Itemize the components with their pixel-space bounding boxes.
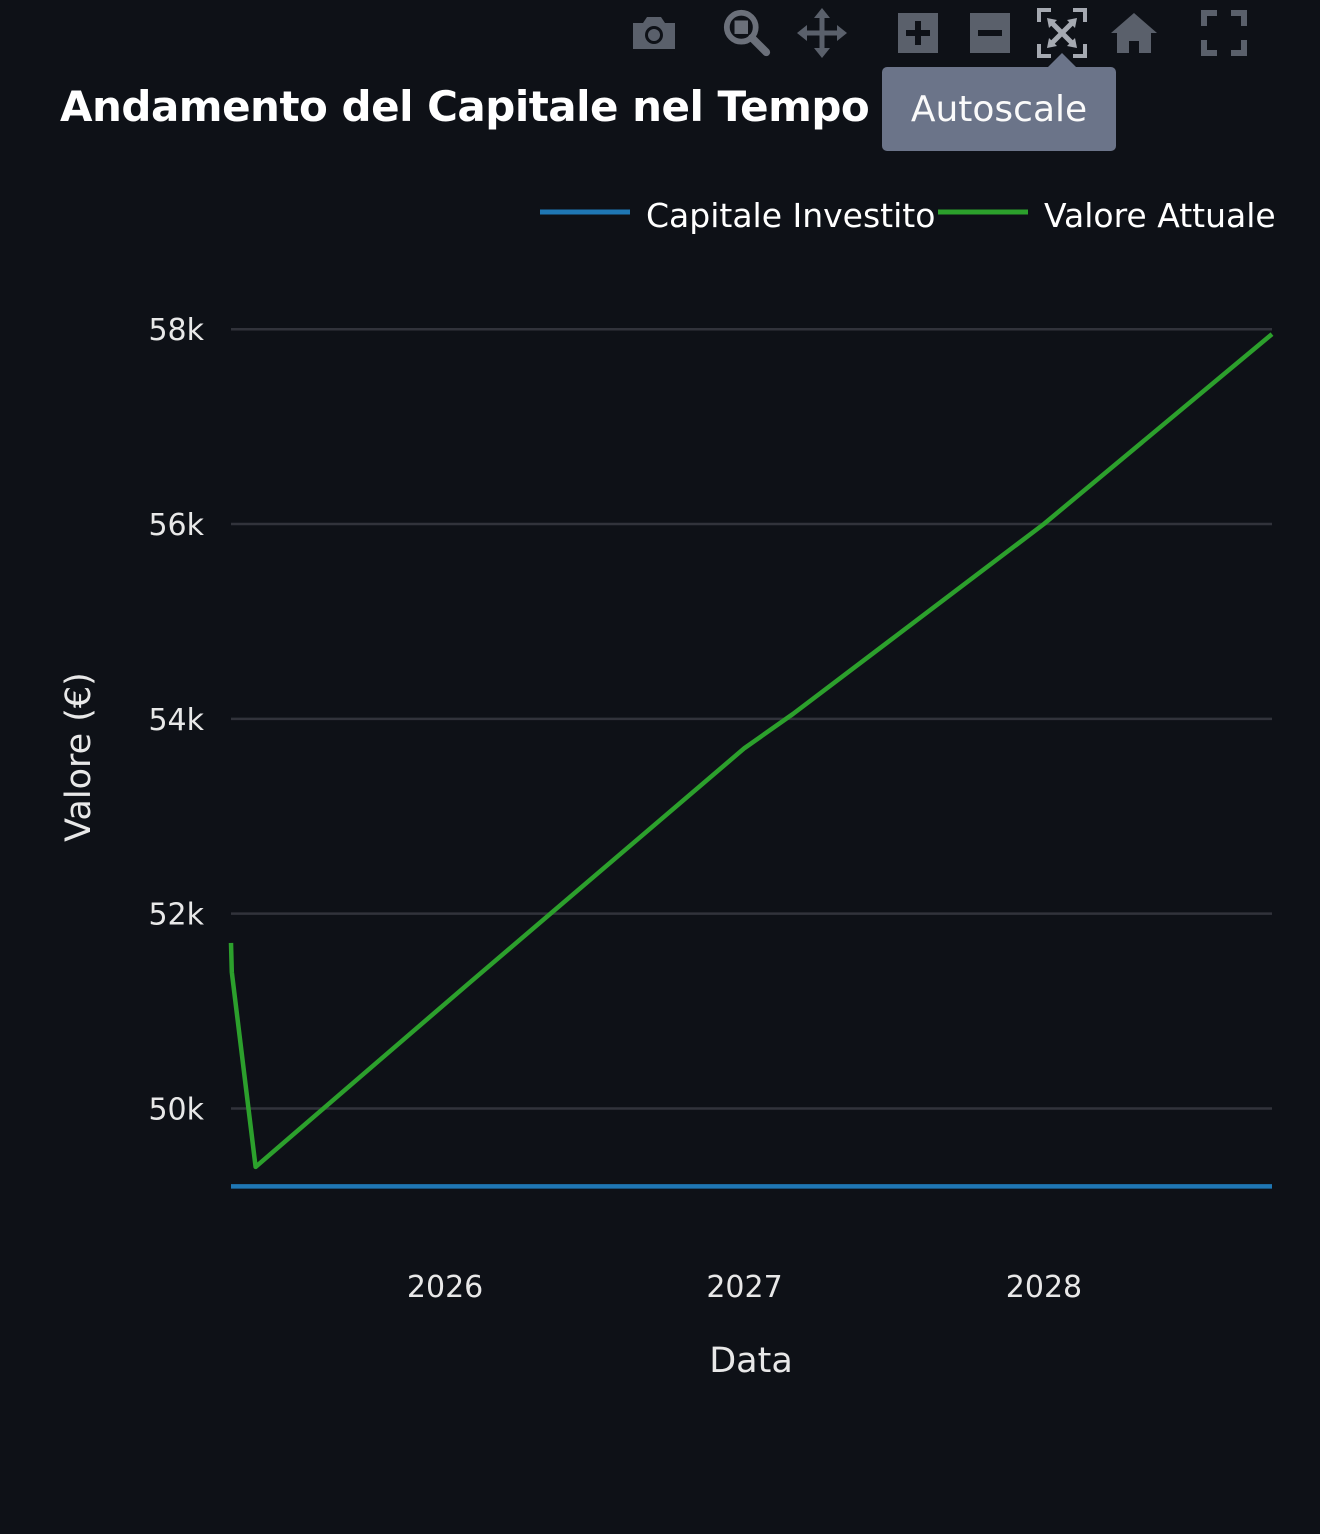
modebar [0,8,1320,60]
chart-title: Andamento del Capitale nel Tempo [60,82,870,131]
zoom-in-icon[interactable] [892,8,944,58]
grid-lines [231,327,1272,1110]
legend-item[interactable]: Valore Attuale [938,196,1276,235]
zoom-out-icon[interactable] [964,8,1016,58]
legend-label: Valore Attuale [1044,196,1276,235]
x-tick-label: 2026 [407,1270,483,1305]
autoscale-tooltip: Autoscale [882,53,1116,151]
legend-item[interactable]: Capitale Investito [540,196,935,235]
home-icon[interactable] [1108,8,1160,58]
x-tick-label: 2028 [1006,1270,1082,1305]
legend[interactable]: Capitale Investito Valore Attuale [540,196,1276,235]
y-axis-title: Valore (€) [59,672,99,842]
x-tick-label: 2027 [706,1270,782,1305]
pan-icon[interactable] [796,8,848,58]
y-tick-label: 58k [148,313,204,348]
y-tick-label: 54k [148,703,204,738]
y-tick-label: 56k [148,508,204,543]
camera-icon[interactable] [628,8,680,58]
y-tick-label: 52k [148,898,204,933]
zoom-icon[interactable] [722,8,774,58]
series-line-valore-attuale[interactable] [228,332,1274,1170]
fullscreen-icon[interactable] [1198,8,1250,58]
y-tick-label: 50k [148,1092,204,1127]
x-axis-title: Data [709,1341,793,1381]
y-axis-ticks: 50k 52k 54k 56k 58k [148,313,204,1127]
series-lines[interactable] [228,332,1274,1189]
legend-label: Capitale Investito [646,196,935,235]
autoscale-icon[interactable] [1036,8,1088,58]
x-axis-ticks: 2026 2027 2028 [407,1270,1082,1305]
